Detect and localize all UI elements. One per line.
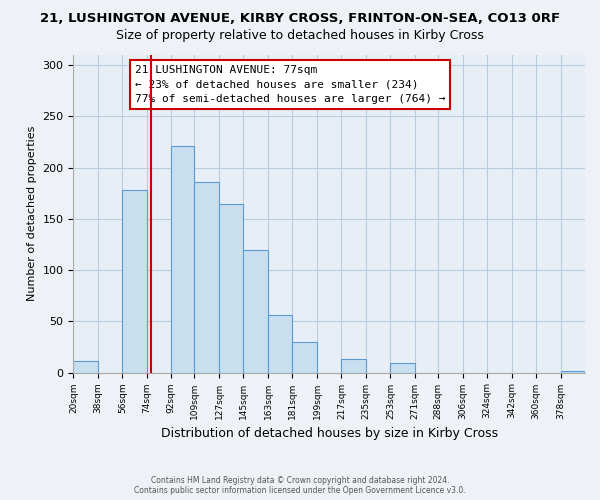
Bar [560, 370, 585, 372]
Text: 21 LUSHINGTON AVENUE: 77sqm
← 23% of detached houses are smaller (234)
77% of se: 21 LUSHINGTON AVENUE: 77sqm ← 23% of det… [135, 64, 445, 104]
Bar [194, 182, 219, 372]
Bar [292, 342, 317, 372]
X-axis label: Distribution of detached houses by size in Kirby Cross: Distribution of detached houses by size … [161, 427, 498, 440]
Text: Size of property relative to detached houses in Kirby Cross: Size of property relative to detached ho… [116, 29, 484, 42]
Bar [219, 204, 244, 372]
Bar [391, 364, 415, 372]
Bar [341, 360, 366, 372]
Bar [122, 190, 147, 372]
Text: 21, LUSHINGTON AVENUE, KIRBY CROSS, FRINTON-ON-SEA, CO13 0RF: 21, LUSHINGTON AVENUE, KIRBY CROSS, FRIN… [40, 12, 560, 26]
Y-axis label: Number of detached properties: Number of detached properties [27, 126, 37, 302]
Bar [268, 315, 292, 372]
Bar [244, 250, 268, 372]
Bar [73, 362, 98, 372]
Bar [172, 146, 194, 372]
Text: Contains HM Land Registry data © Crown copyright and database right 2024.
Contai: Contains HM Land Registry data © Crown c… [134, 476, 466, 495]
